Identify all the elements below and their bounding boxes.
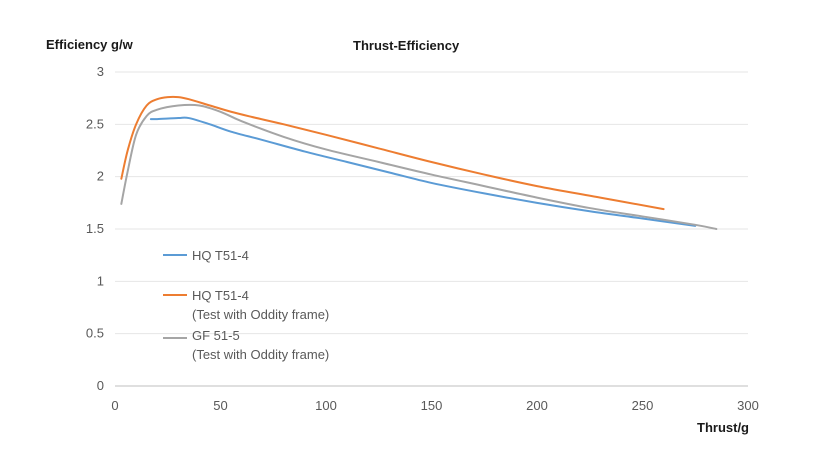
series-line-hq-t51-4: [149, 116, 697, 227]
series-lines: [120, 95, 718, 230]
legend-note: (Test with Oddity frame): [192, 347, 329, 362]
series-line-gf-51-5-oddity: [120, 103, 718, 230]
y-tick-label: 1: [97, 273, 104, 288]
legend-label: HQ T51-4: [192, 288, 249, 303]
x-tick-label: 300: [737, 398, 759, 413]
grid-lines: [115, 71, 748, 387]
x-tick-label: 0: [111, 398, 118, 413]
y-tick-label: 1.5: [86, 221, 104, 236]
y-tick-label: 2: [97, 169, 104, 184]
x-tick-label: 50: [213, 398, 227, 413]
x-tick-label: 100: [315, 398, 337, 413]
x-tick-label: 150: [421, 398, 443, 413]
x-axis-title: Thrust/g: [697, 420, 749, 435]
y-tick-label: 0.5: [86, 326, 104, 341]
y-tick-label: 3: [97, 64, 104, 79]
legend-note: (Test with Oddity frame): [192, 307, 329, 322]
x-tick-label: 250: [632, 398, 654, 413]
legend: HQ T51-4 HQ T51-4 (Test with Oddity frame)…: [163, 248, 329, 362]
y-axis-title: Efficiency g/w: [46, 37, 133, 52]
series-line-hq-t51-4-oddity: [120, 95, 665, 211]
y-tick-label: 0: [97, 378, 104, 393]
legend-label: HQ T51-4: [192, 248, 249, 263]
x-tick-label: 200: [526, 398, 548, 413]
tick-labels: 0 0.5 1 1.5 2 2.5 3 0 50 100 150 200 250 300: [86, 64, 759, 413]
legend-label: GF 51-5: [192, 328, 240, 343]
chart-title: Thrust-Efficiency: [353, 38, 460, 53]
y-tick-label: 2.5: [86, 116, 104, 131]
